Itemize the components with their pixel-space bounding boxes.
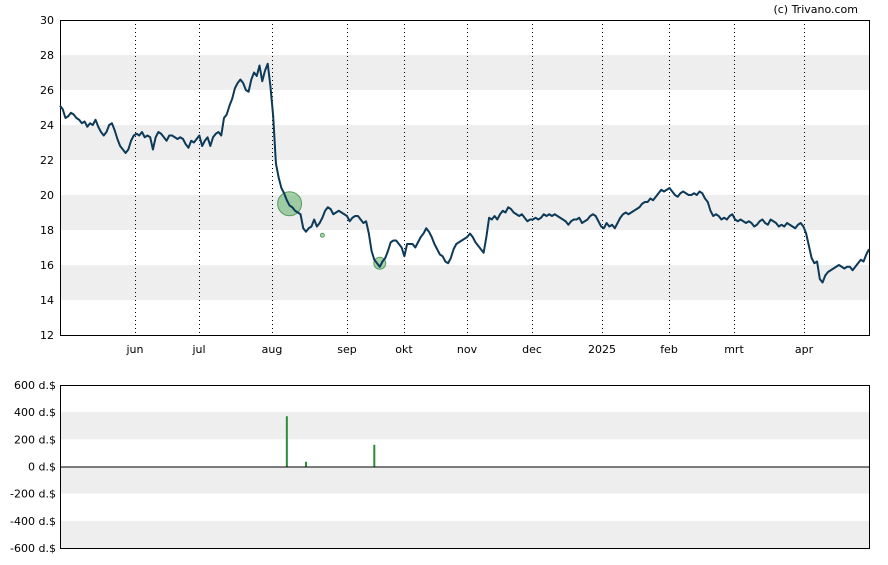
volume-y-tick-label: -200 d.$ [10, 488, 56, 501]
price-panel: 30 28 26 24 22 20 18 16 14 12 jun jul aug sep okt nov d… [40, 14, 870, 356]
price-band [60, 55, 869, 90]
price-band [60, 265, 869, 300]
price-line [59, 62, 870, 284]
volume-y-tick-label: -400 d.$ [10, 515, 56, 528]
volume-y-tick-label: 200 d.$ [14, 433, 56, 446]
volume-bands [60, 412, 869, 548]
volume-bars [285, 416, 376, 467]
y-tick-label: 28 [40, 49, 54, 62]
price-band [60, 195, 869, 230]
y-tick-label: 20 [40, 189, 54, 202]
x-tick-label: feb [660, 343, 678, 356]
volume-y-tick-label: 600 d.$ [14, 379, 56, 392]
x-tick-label: jun [126, 343, 144, 356]
volume-band [60, 466, 869, 494]
volume-y-tick-label: 400 d.$ [14, 406, 56, 419]
y-tick-label: 16 [40, 259, 54, 272]
price-vertical-grid [135, 20, 805, 335]
x-tick-label: aug [262, 343, 283, 356]
volume-frame [60, 385, 870, 549]
copyright-text: (c) Trivano.com [773, 3, 858, 16]
x-tick-label: sep [337, 343, 356, 356]
volume-y-tick-label: -600 d.$ [10, 542, 56, 555]
y-tick-label: 22 [40, 154, 54, 167]
volume-y-tick-label: 0 d.$ [28, 461, 56, 474]
price-y-tick-labels: 30 28 26 24 22 20 18 16 14 12 [40, 14, 54, 342]
y-tick-label: 12 [40, 329, 54, 342]
x-tick-label: okt [395, 343, 413, 356]
x-tick-label: nov [457, 343, 478, 356]
volume-panel: 600 d.$ 400 d.$ 200 d.$ 0 d.$ -200 d.$ -400 d… [10, 379, 870, 555]
x-tick-label: jul [191, 343, 205, 356]
y-tick-label: 18 [40, 224, 54, 237]
x-tick-label: dec [522, 343, 542, 356]
price-band [60, 125, 869, 160]
x-tick-label: mrt [724, 343, 744, 356]
volume-band [60, 520, 869, 548]
y-tick-label: 24 [40, 119, 54, 132]
y-tick-label: 14 [40, 294, 54, 307]
volume-y-tick-labels: 600 d.$ 400 d.$ 200 d.$ 0 d.$ -200 d.$ -400 d… [10, 379, 56, 555]
volume-band [60, 412, 869, 440]
price-x-tick-labels: jun jul aug sep okt nov dec 2025 feb mrt apr [126, 343, 814, 356]
y-tick-label: 30 [40, 14, 54, 27]
x-tick-label: 2025 [588, 343, 616, 356]
x-tick-label: apr [795, 343, 814, 356]
price-frame [60, 20, 870, 336]
trade-marker [319, 232, 325, 238]
y-tick-label: 26 [40, 84, 54, 97]
price-bands [60, 55, 869, 300]
